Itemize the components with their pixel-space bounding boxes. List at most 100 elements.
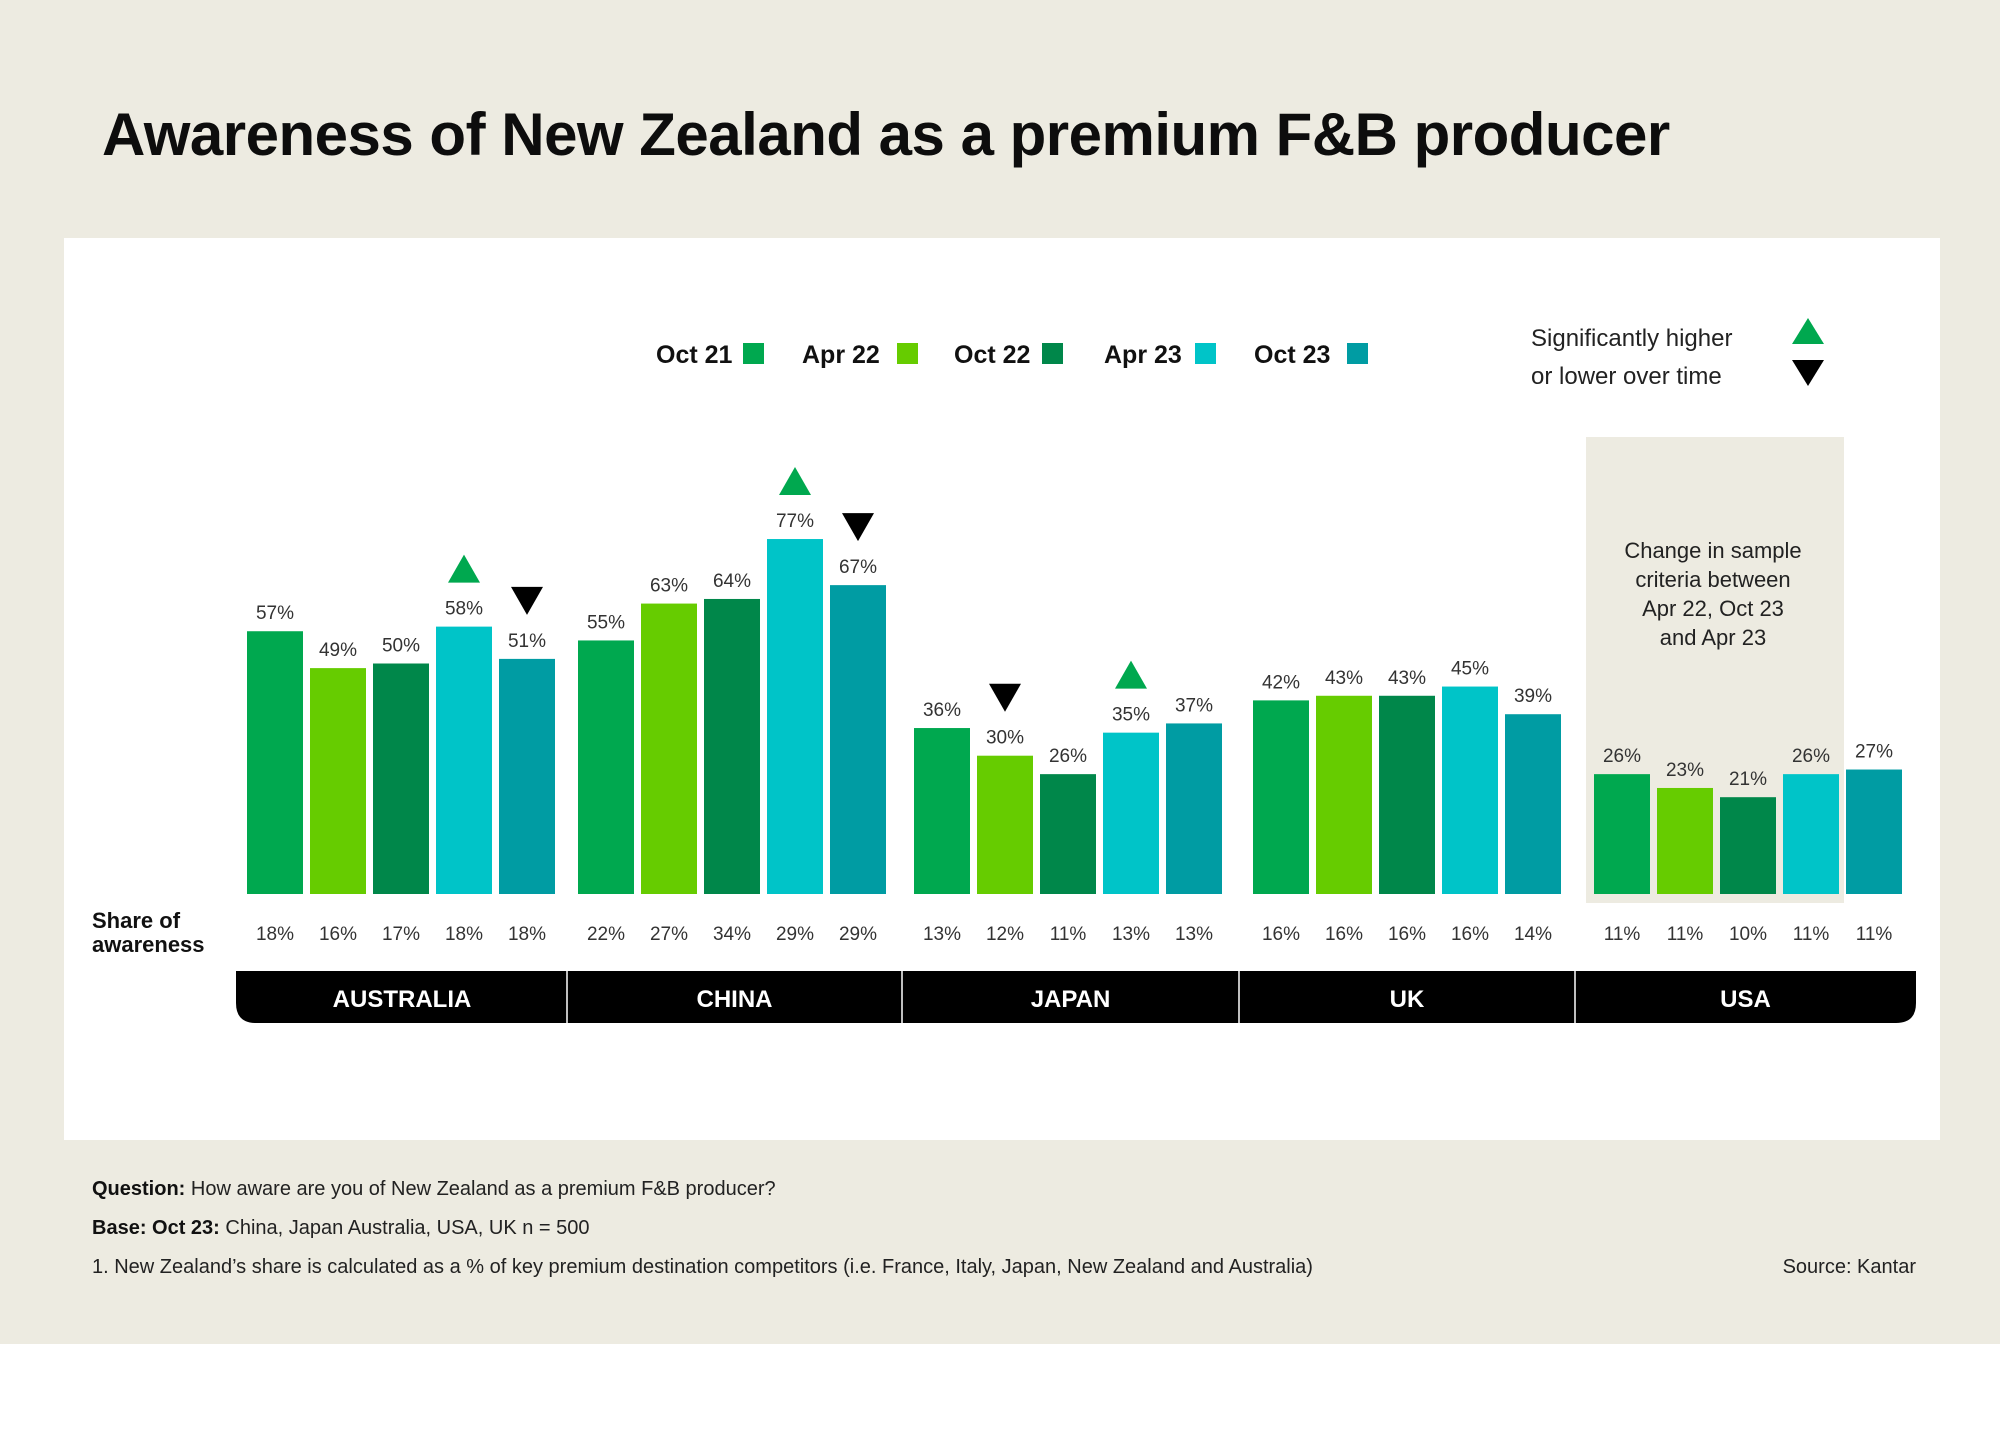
share-value-label: 22%	[587, 924, 625, 945]
share-value-label: 27%	[650, 924, 688, 945]
page-title: Awareness of New Zealand as a premium F&…	[102, 101, 1670, 168]
share-value-label: 11%	[1667, 924, 1704, 945]
bar-value-label: 51%	[508, 631, 546, 652]
legend-label-apr-22: Apr 22	[802, 341, 880, 369]
share-value-label: 16%	[1388, 924, 1426, 945]
bar-value-label: 49%	[319, 640, 357, 661]
bar-value-label: 26%	[1603, 746, 1641, 767]
share-value-label: 11%	[1604, 924, 1641, 945]
bar-china-oct-21	[578, 640, 634, 894]
significance-down-icon	[511, 586, 543, 615]
share-value-label: 16%	[1262, 924, 1300, 945]
base-label: Base: Oct 23:	[92, 1217, 220, 1239]
bar-australia-oct-23	[499, 658, 555, 894]
significance-up-icon	[779, 467, 811, 496]
footer-note: 1. New Zealand’s share is calculated as …	[92, 1256, 1313, 1278]
share-value-label: 29%	[776, 924, 814, 945]
footer-source: Source: Kantar	[1782, 1256, 1916, 1278]
bar-usa-oct-22	[1720, 797, 1776, 894]
bar-value-label: 55%	[587, 612, 625, 633]
bar-usa-apr-23	[1783, 774, 1839, 894]
share-value-label: 11%	[1856, 924, 1893, 945]
bar-value-label: 43%	[1388, 668, 1426, 689]
bar-australia-oct-22	[373, 663, 429, 894]
bar-value-label: 63%	[650, 576, 688, 597]
base-text: China, Japan Australia, USA, UK n = 500	[219, 1217, 590, 1239]
bar-value-label: 26%	[1049, 746, 1087, 767]
group-label-china: CHINA	[697, 986, 773, 1013]
significance-down-icon	[989, 683, 1021, 712]
share-value-label: 16%	[1451, 924, 1489, 945]
group-label-japan: JAPAN	[1031, 986, 1111, 1013]
bar-uk-oct-22	[1379, 695, 1435, 894]
share-value-label: 34%	[713, 924, 751, 945]
bar-value-label: 42%	[1262, 672, 1300, 693]
bar-value-label: 39%	[1514, 686, 1552, 707]
bar-uk-oct-23	[1505, 714, 1561, 894]
bar-china-apr-23	[767, 539, 823, 894]
legend-swatch-apr-22	[897, 343, 918, 364]
legend-label-oct-23: Oct 23	[1254, 341, 1330, 369]
bar-chart: Change in sample criteria between Apr 22, …	[92, 318, 1916, 1023]
share-value-label: 11%	[1050, 924, 1087, 945]
share-value-label: 14%	[1514, 924, 1552, 945]
legend-swatch-oct-21	[743, 343, 764, 364]
bar-value-label: 77%	[776, 511, 814, 532]
share-value-label: 13%	[923, 924, 961, 945]
legend-label-oct-22: Oct 22	[954, 341, 1030, 369]
bar-china-apr-22	[641, 603, 697, 894]
bar-uk-oct-21	[1253, 700, 1309, 894]
group-label-uk: UK	[1390, 986, 1425, 1013]
bar-usa-apr-22	[1657, 787, 1713, 894]
share-value-label: 18%	[445, 924, 483, 945]
footer-question: Question: How aware are you of New Zeala…	[92, 1178, 776, 1201]
bar-australia-oct-21	[247, 631, 303, 894]
significance-down-icon	[842, 513, 874, 542]
group-label-usa: USA	[1720, 986, 1771, 1013]
bar-value-label: 35%	[1112, 705, 1150, 726]
share-value-label: 13%	[1112, 924, 1150, 945]
legend-swatch-oct-23	[1347, 343, 1368, 364]
bar-value-label: 26%	[1792, 746, 1830, 767]
usa-note-line: and Apr 23	[1660, 625, 1766, 650]
bar-value-label: 64%	[713, 571, 751, 592]
share-value-label: 18%	[256, 924, 294, 945]
question-label: Question:	[92, 1178, 186, 1200]
bar-japan-oct-22	[1040, 774, 1096, 894]
bar-australia-apr-22	[310, 668, 366, 894]
share-value-label: 18%	[508, 924, 546, 945]
significance-up-icon	[448, 554, 480, 583]
bar-value-label: 67%	[839, 557, 877, 578]
chart-card: Change in sample criteria between Apr 22, …	[64, 238, 1940, 1140]
legend-label-oct-21: Oct 21	[656, 341, 733, 369]
share-value-label: 16%	[1325, 924, 1363, 945]
bar-value-label: 23%	[1666, 760, 1704, 781]
usa-note-line: criteria between	[1635, 567, 1790, 592]
bar-japan-oct-21	[914, 728, 970, 894]
bar-japan-oct-23	[1166, 723, 1222, 894]
share-value-label: 12%	[986, 924, 1024, 945]
bar-china-oct-22	[704, 598, 760, 894]
significance-down-icon	[1792, 360, 1824, 386]
bar-value-label: 30%	[986, 728, 1024, 749]
share-value-label: 29%	[839, 924, 877, 945]
bar-china-oct-23	[830, 585, 886, 894]
bar-value-label: 27%	[1855, 742, 1893, 763]
usa-note-line: Change in sample	[1624, 538, 1801, 563]
legend-swatch-apr-23	[1195, 343, 1216, 364]
question-text: How aware are you of New Zealand as a pr…	[185, 1178, 776, 1200]
bar-japan-apr-23	[1103, 732, 1159, 894]
legend-label-apr-23: Apr 23	[1104, 341, 1182, 369]
usa-note-line: Apr 22, Oct 23	[1642, 596, 1784, 621]
bar-value-label: 45%	[1451, 659, 1489, 680]
group-label-australia: AUSTRALIA	[333, 986, 472, 1013]
bar-japan-apr-22	[977, 755, 1033, 894]
significance-up-icon	[1115, 660, 1147, 689]
bar-australia-apr-23	[436, 626, 492, 894]
bar-value-label: 43%	[1325, 668, 1363, 689]
share-value-label: 11%	[1793, 924, 1830, 945]
significance-legend-line: or lower over time	[1531, 363, 1722, 390]
share-row-label: Share of	[92, 908, 181, 933]
bar-value-label: 57%	[256, 603, 294, 624]
bar-uk-apr-22	[1316, 695, 1372, 894]
